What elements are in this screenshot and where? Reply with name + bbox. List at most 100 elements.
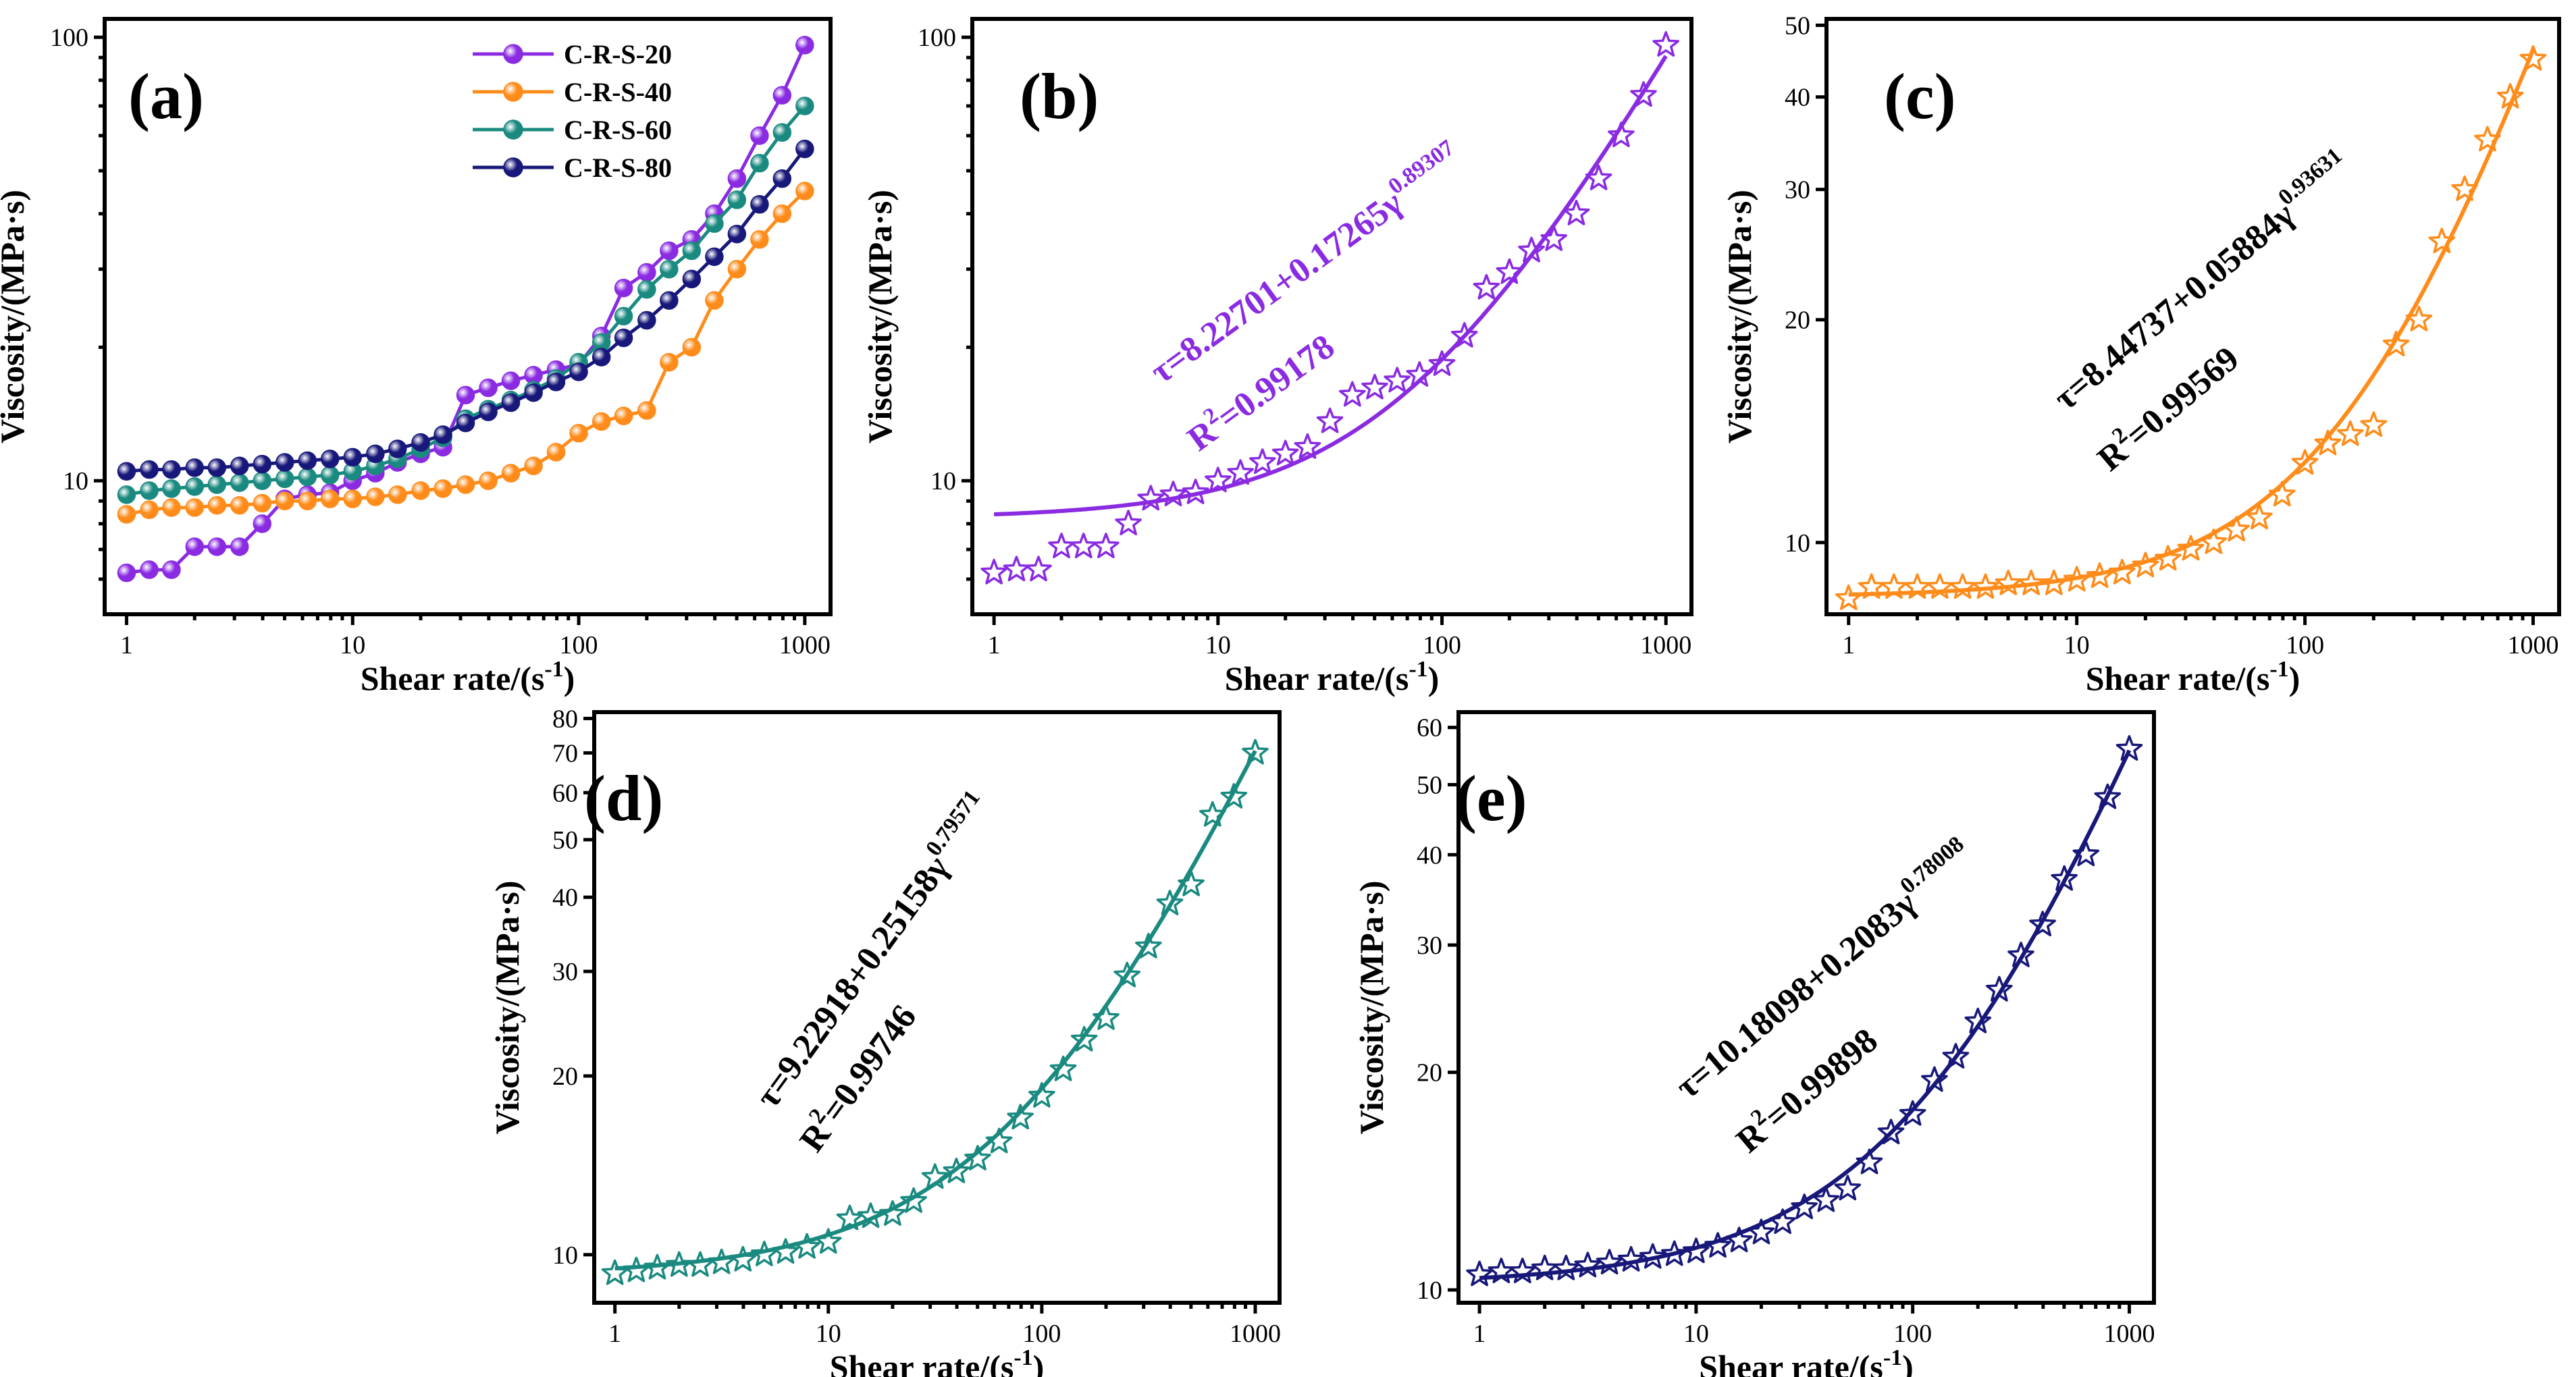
data-point-star [1003, 556, 1030, 582]
data-point-star [1921, 1066, 1948, 1092]
data-point-star [1835, 585, 1862, 610]
data-point-star [2451, 175, 2478, 201]
y-tick-label: 30 [1417, 932, 1442, 960]
data-point-C-R-S-60 [185, 477, 204, 496]
data-point-C-R-S-80 [660, 291, 679, 310]
data-point-C-R-S-80 [207, 458, 227, 477]
x-axis-label-sup: -1 [1883, 1345, 1902, 1370]
data-point-star [772, 1238, 799, 1264]
fit-equation-exponent: 0.93631 [2273, 143, 2346, 210]
data-point-star [1361, 373, 1388, 400]
data-point-star [1093, 533, 1120, 559]
data-point-star [1025, 556, 1052, 582]
data-point-star [980, 558, 1007, 585]
y-tick-label: 20 [1417, 1059, 1442, 1087]
x-axis-label-sup: -1 [2269, 657, 2288, 682]
data-point-star [1159, 481, 1187, 507]
data-point-C-R-S-80 [433, 425, 452, 444]
data-point-C-R-S-80 [524, 383, 543, 402]
data-point-C-R-S-80 [795, 139, 814, 159]
x-axis-label-end: ) [2289, 659, 2301, 697]
x-axis-label-sup: -1 [1014, 1345, 1032, 1370]
data-point-C-R-S-80 [772, 169, 792, 188]
data-point-star [1881, 573, 1908, 599]
panel-label: (e) [1455, 762, 1527, 834]
data-point-star [2007, 942, 2034, 967]
data-point-C-R-S-40 [388, 485, 407, 504]
data-point-C-R-S-60 [660, 259, 679, 279]
y-tick-label: 10 [930, 467, 956, 495]
y-tick-label: 100 [50, 24, 88, 52]
chart-panel-e: 1 10 100 1000 10 20 30 40 50 60 Shear rate/(s-1) Vi… [1352, 710, 2156, 1377]
y-axis-label: Viscosity/(MPa·s) [1720, 190, 1758, 443]
data-point-C-R-S-20 [207, 537, 227, 556]
chart-panel-c: 1 10 100 1000 10 20 30 40 50 Shear rate/(s-1) Visc… [1720, 11, 2561, 697]
data-point-C-R-S-20 [479, 378, 498, 398]
data-point-star [2177, 535, 2205, 561]
data-point-C-R-S-80 [682, 269, 702, 289]
x-tick-label: 100 [1423, 631, 1461, 659]
data-point-star [1995, 569, 2022, 595]
data-point-C-R-S-60 [614, 306, 633, 326]
x-tick-label: 1 [988, 631, 1001, 659]
data-point-star [1791, 1193, 1818, 1220]
data-point-star [1834, 1174, 1862, 1201]
data-point-star [2291, 449, 2319, 475]
data-point-star [1242, 738, 1269, 765]
series-line-C-R-S-60 [126, 105, 806, 497]
data-point-star [1316, 407, 1344, 433]
data-point-star [2336, 420, 2364, 446]
data-point-C-R-S-40 [230, 495, 249, 515]
data-point-C-R-S-20 [795, 36, 814, 55]
x-tick-label: 1000 [2507, 631, 2558, 659]
data-point-C-R-S-40 [456, 475, 475, 494]
data-point-star [2072, 840, 2100, 867]
y-axis-label: Viscosity/(MPa·s) [861, 190, 899, 443]
data-point-star [1007, 1104, 1034, 1130]
data-point-C-R-S-80 [456, 413, 475, 433]
legend-marker-C-R-S-80 [503, 157, 523, 178]
y-tick-label: 60 [552, 779, 578, 807]
y-tick-label: 50 [1785, 11, 1810, 40]
y-axis-label: Viscosity/(MPa·s) [1352, 881, 1390, 1135]
data-point-star [643, 1253, 671, 1280]
x-axis-label-main: Shear rate/(s [1699, 1348, 1883, 1377]
data-point-star [2086, 562, 2113, 589]
panel-label: (d) [584, 762, 663, 834]
data-point-star [751, 1241, 778, 1266]
x-tick-label: 10 [340, 631, 365, 659]
data-point-star [1596, 1249, 1623, 1275]
data-point-star [1113, 961, 1141, 988]
data-point-C-R-S-20 [456, 385, 475, 405]
data-point-star [2405, 305, 2433, 331]
data-point-C-R-S-20 [750, 126, 769, 145]
data-point-C-R-S-60 [140, 481, 159, 500]
data-point-star [1220, 783, 1248, 809]
data-point-star [729, 1245, 757, 1272]
data-point-star [1562, 199, 1590, 225]
data-point-star [1048, 533, 1075, 559]
data-point-star [1552, 1254, 1580, 1280]
data-point-C-R-S-40 [795, 182, 814, 200]
x-tick-label: 1000 [1230, 1320, 1281, 1348]
legend-marker-C-R-S-20 [503, 44, 523, 64]
data-point-star [1115, 510, 1142, 536]
legend-marker-C-R-S-40 [503, 82, 523, 102]
fit-curve [993, 55, 1668, 516]
data-point-C-R-S-20 [614, 278, 633, 298]
data-point-star [1182, 479, 1209, 504]
data-point-star [964, 1145, 991, 1170]
data-point-C-R-S-80 [230, 456, 249, 476]
legend-marker-C-R-S-60 [503, 119, 523, 140]
x-tick-label: 10 [1205, 631, 1231, 659]
data-point-star [921, 1163, 949, 1189]
data-point-star [2115, 735, 2143, 761]
data-point-star [2268, 481, 2296, 507]
y-tick-label: 40 [1417, 841, 1442, 869]
data-point-C-R-S-80 [569, 362, 588, 381]
plot-frame [1824, 17, 2561, 616]
data-point-star [1473, 273, 1500, 300]
data-point-star [2314, 429, 2342, 456]
